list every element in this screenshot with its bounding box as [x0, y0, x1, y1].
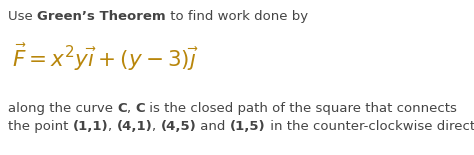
Text: C: C — [117, 102, 127, 115]
Text: in the counter-clockwise direction.: in the counter-clockwise direction. — [266, 120, 474, 133]
Text: $\vec{F} = x^2 y\vec{\imath} + (y - 3)\vec{\jmath}$: $\vec{F} = x^2 y\vec{\imath} + (y - 3)\v… — [12, 42, 200, 73]
Text: is the closed path of the square that connects: is the closed path of the square that co… — [145, 102, 457, 115]
Text: Green’s Theorem: Green’s Theorem — [37, 10, 165, 23]
Text: (4,5): (4,5) — [161, 120, 197, 133]
Text: (1,1): (1,1) — [73, 120, 108, 133]
Text: (4,1): (4,1) — [117, 120, 152, 133]
Text: the point: the point — [8, 120, 73, 133]
Text: to find work done by: to find work done by — [165, 10, 308, 23]
Text: and: and — [197, 120, 230, 133]
Text: ,: , — [152, 120, 161, 133]
Text: (1,5): (1,5) — [230, 120, 266, 133]
Text: C: C — [135, 102, 145, 115]
Text: ,: , — [127, 102, 135, 115]
Text: ,: , — [108, 120, 117, 133]
Text: Use: Use — [8, 10, 37, 23]
Text: along the curve: along the curve — [8, 102, 117, 115]
